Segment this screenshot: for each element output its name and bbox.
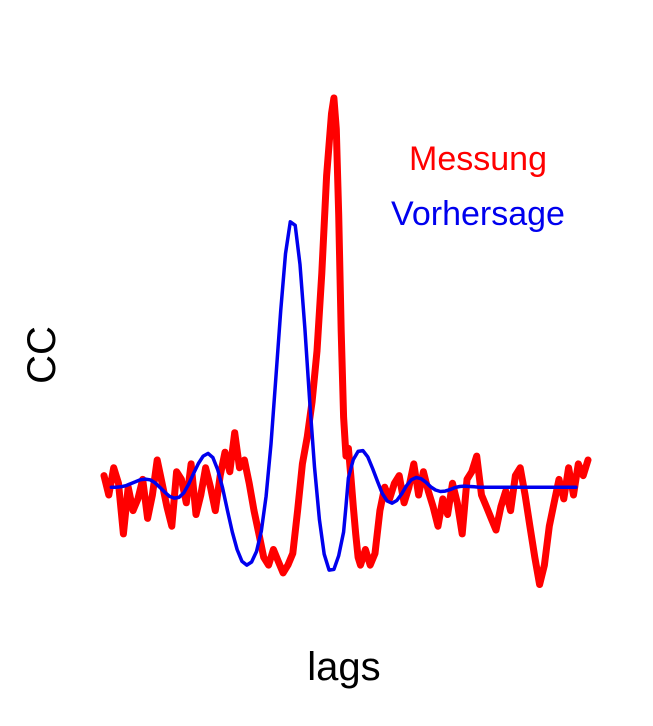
series-line-vorhersage xyxy=(109,220,578,572)
series-line-messung xyxy=(100,94,592,588)
legend-entry-vorhersage: Vorhersage xyxy=(391,195,565,233)
legend-entry-messung: Messung xyxy=(409,140,547,178)
y-axis-label: CC xyxy=(20,326,64,384)
plot-area xyxy=(100,94,592,588)
x-axis-label: lags xyxy=(307,645,380,689)
